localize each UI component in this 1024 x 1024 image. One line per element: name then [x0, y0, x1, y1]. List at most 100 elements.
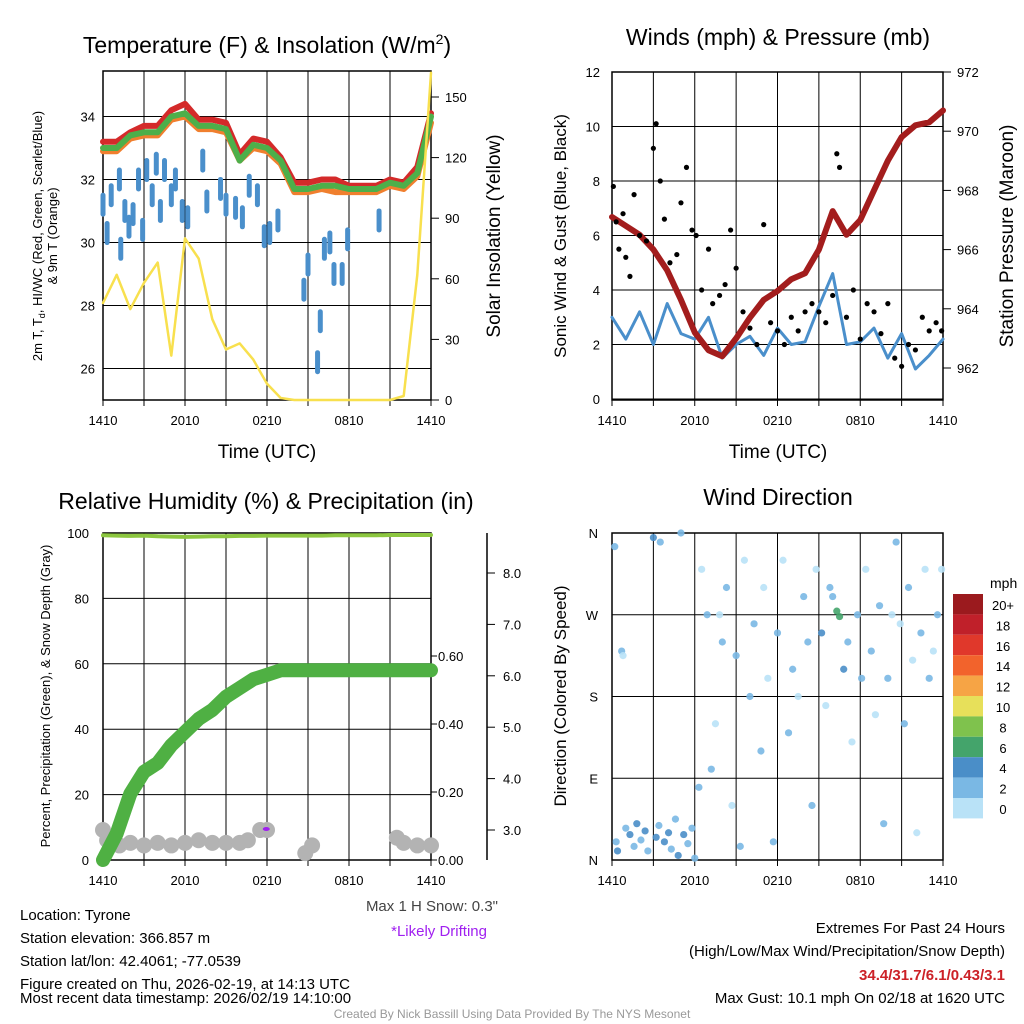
- wind-direction-ytick-label: S: [589, 690, 598, 705]
- colorbar-label: 2: [999, 782, 1006, 797]
- colorbar-label: 18: [996, 618, 1010, 633]
- colorbar-swatch: [953, 736, 983, 758]
- gust-point: [616, 246, 622, 252]
- wind-direction-point: [773, 629, 782, 637]
- temperature-title: Temperature (F) & Insolation (W/m2): [83, 31, 451, 58]
- precip-ytick-label: 0.20: [438, 785, 463, 800]
- wind-direction-ylabel: Direction (Colored By Speed): [551, 585, 570, 806]
- temperature-xtick-label: 0210: [253, 413, 282, 428]
- wind-direction-point: [750, 620, 758, 628]
- wind-direction-point: [707, 765, 715, 773]
- gust-point: [716, 292, 723, 299]
- wind-direction-point: [684, 840, 692, 848]
- footer: Location: Tyrone Station elevation: 366.…: [20, 898, 1005, 1021]
- dewpoint-point: [301, 277, 307, 302]
- wind-direction-ytick-label: N: [589, 526, 598, 541]
- wind-direction-point: [896, 620, 904, 628]
- snow-depth-point: [122, 834, 139, 851]
- wind-direction-point: [858, 674, 866, 682]
- wind-direction-xtick-label: 1410: [929, 873, 958, 888]
- drifting-point: [262, 827, 270, 831]
- wind-direction-point: [900, 720, 908, 728]
- temperature-xtick-label: 1410: [89, 413, 118, 428]
- gust-point: [705, 246, 712, 252]
- wind-direction-point: [933, 611, 942, 619]
- dewpoint-point: [168, 183, 174, 208]
- gust-point: [678, 200, 684, 206]
- colorbar-label: 10: [996, 700, 1010, 715]
- gust-point: [643, 238, 650, 244]
- wind-direction-point: [722, 583, 731, 592]
- wind-direction-point: [677, 529, 685, 537]
- insolation-ytick-label: 60: [445, 272, 459, 287]
- max-snow-text: Max 1 H Snow: 0.3": [366, 898, 498, 915]
- wind-direction-title: Wind Direction: [703, 484, 853, 510]
- wind-direction-point: [644, 847, 652, 855]
- dewpoint-point: [331, 262, 337, 286]
- wind-direction-point: [746, 692, 754, 701]
- winds-xlabel: Time (UTC): [729, 442, 828, 463]
- gust-point: [933, 320, 939, 326]
- dewpoint-point: [339, 262, 345, 286]
- gust-point: [892, 355, 898, 361]
- relative-humidity-line: [101, 533, 433, 539]
- gust-point: [657, 178, 663, 184]
- dewpoint-point: [233, 195, 239, 220]
- winds-xtick-label: 0810: [846, 413, 875, 428]
- wind-direction-point: [655, 821, 663, 830]
- wind-direction-point: [613, 847, 622, 855]
- dewpoint-point: [122, 199, 128, 223]
- colorbar-label: 20+: [992, 598, 1014, 613]
- dewpoint-point: [321, 236, 327, 261]
- pressure-ytick-label: 970: [957, 124, 979, 139]
- gust-point: [816, 309, 822, 315]
- winds-ytick-label: 8: [593, 174, 600, 189]
- dewpoint-point: [144, 158, 150, 183]
- dewpoint-point: [261, 224, 267, 249]
- gust-point: [781, 341, 787, 348]
- wind-direction-point: [691, 854, 699, 862]
- colorbar-swatch: [953, 696, 983, 717]
- winds-xtick-label: 2010: [680, 413, 709, 428]
- wind-direction-point: [822, 701, 830, 710]
- gust-point: [871, 309, 877, 315]
- snow-ytick-label: 5.0: [503, 720, 521, 735]
- gust-point: [774, 328, 781, 334]
- winds-ytick-label: 12: [586, 65, 600, 80]
- gust-point: [710, 301, 716, 307]
- wind-direction-xtick-label: 2010: [680, 873, 709, 888]
- wind-direction-point: [917, 629, 925, 637]
- winds-ytick-label: 10: [586, 120, 600, 135]
- created-text: Figure created on Thu, 2026-02-19, at 14…: [20, 976, 350, 993]
- wind-direction-point: [718, 638, 726, 646]
- pressure-ytick-label: 964: [957, 302, 979, 317]
- dewpoint-point: [204, 189, 210, 214]
- colorbar-swatch: [953, 655, 983, 676]
- insolation-ylabel: Solar Insolation (Yellow): [484, 134, 505, 337]
- wind-direction-ytick-label: W: [586, 608, 599, 623]
- snow-depth-point: [136, 837, 152, 854]
- gust-point: [830, 292, 836, 299]
- wind-direction-point: [826, 583, 834, 592]
- snow-depth-point: [423, 837, 439, 854]
- gust-point: [834, 151, 840, 157]
- dewpoint-point: [172, 167, 178, 192]
- gust-point: [919, 314, 925, 320]
- dewpoint-point: [100, 192, 106, 217]
- dewpoint-point: [223, 192, 229, 217]
- wind-direction-point: [736, 842, 744, 850]
- wind-direction-point: [612, 838, 620, 846]
- temperature-ytick-label: 32: [81, 173, 95, 188]
- wind-direction-point: [664, 829, 673, 837]
- drifting-note: *Likely Drifting: [391, 923, 487, 940]
- wind-direction-point: [674, 851, 682, 860]
- colorbar-swatch: [953, 594, 983, 615]
- dewpoint-point: [305, 252, 311, 277]
- dewpoint-point: [200, 148, 206, 173]
- colorbar-swatch: [953, 716, 983, 737]
- wind-direction-point: [829, 592, 837, 601]
- wind-direction-point: [740, 556, 749, 564]
- dewpoint-point: [130, 202, 136, 227]
- winds-ylabel: Sonic Wind & Gust (Blue, Black): [551, 114, 570, 358]
- gust-point: [653, 121, 659, 127]
